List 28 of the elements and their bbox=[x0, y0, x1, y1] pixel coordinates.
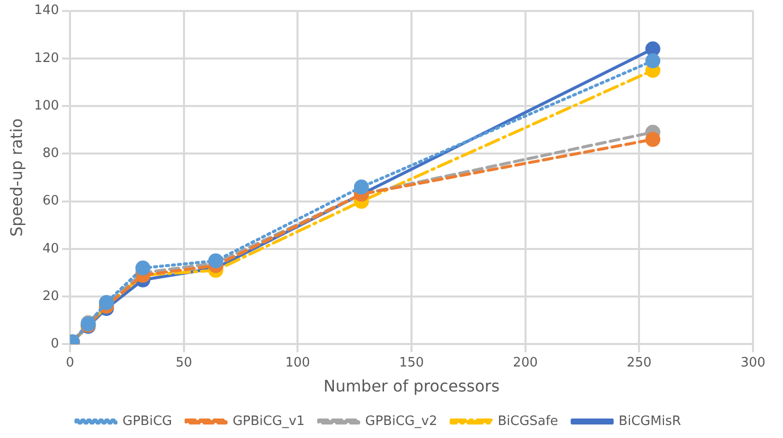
x-tick-label: 50 bbox=[176, 355, 192, 370]
y-tick-label: 40 bbox=[42, 241, 60, 256]
point bbox=[645, 41, 660, 56]
x-axis-title: Number of processors bbox=[323, 376, 500, 396]
legend-label: GPBiCG bbox=[122, 414, 172, 429]
legend-label: GPBiCG_v2 bbox=[365, 414, 438, 429]
y-tick-label: 140 bbox=[34, 3, 60, 18]
legend-label: GPBiCG_v1 bbox=[232, 414, 305, 429]
y-tick-label: 20 bbox=[42, 288, 60, 304]
y-tick-label: 120 bbox=[34, 50, 60, 66]
point bbox=[135, 260, 150, 276]
y-tick-label: 0 bbox=[50, 336, 60, 352]
y-tick-label: 100 bbox=[34, 98, 60, 114]
x-tick-label: 200 bbox=[512, 355, 538, 370]
point bbox=[645, 132, 660, 147]
legend-label: BiCGSafe bbox=[498, 414, 558, 429]
y-axis-title: Speed-up ratio bbox=[6, 118, 26, 237]
y-tick-label: 80 bbox=[42, 146, 60, 162]
x-tick-label: 100 bbox=[285, 355, 310, 370]
point bbox=[645, 53, 660, 68]
legend-label: BiCGMisR bbox=[618, 414, 682, 429]
point bbox=[354, 180, 369, 195]
x-tick-label: 250 bbox=[626, 355, 652, 370]
x-tick-label: 0 bbox=[66, 355, 74, 370]
x-tick-label: 150 bbox=[399, 355, 424, 370]
point bbox=[208, 253, 224, 268]
y-tick-label: 60 bbox=[42, 194, 60, 209]
x-tick-label: 300 bbox=[740, 355, 766, 370]
